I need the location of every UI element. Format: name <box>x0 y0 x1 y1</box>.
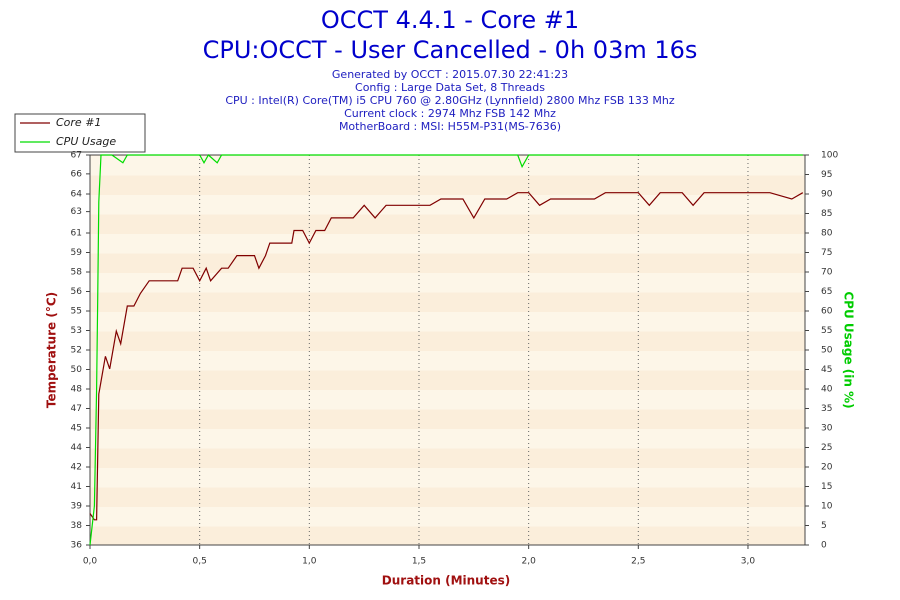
x-tick-label: 0,5 <box>192 557 206 567</box>
series-line <box>89 154 803 546</box>
y-tick-label: 59 <box>71 248 83 258</box>
plot-area <box>90 155 805 545</box>
y-tick-label: 66 <box>71 169 83 179</box>
chart-title: OCCT 4.4.1 - Core #1 <box>321 6 579 34</box>
y-tick-label: 63 <box>71 207 82 217</box>
chart-subtitle: CPU:OCCT - User Cancelled - 0h 03m 16s <box>203 36 698 64</box>
y2-tick-label: 5 <box>821 521 827 531</box>
y2-tick-label: 95 <box>821 170 832 180</box>
y-axis-title: Temperature (°C) <box>45 292 59 408</box>
series-line <box>89 192 804 521</box>
y-tick-label: 47 <box>71 404 82 414</box>
y2-tick-label: 100 <box>821 151 838 161</box>
y2-tick-label: 70 <box>821 268 833 278</box>
y2-tick-label: 35 <box>821 404 832 414</box>
y-tick-label: 38 <box>71 521 83 531</box>
info-line: MotherBoard : MSI: H55M-P31(MS-7636) <box>339 120 561 133</box>
x-tick-label: 1,5 <box>412 557 426 567</box>
y2-tick-label: 0 <box>821 541 827 551</box>
info-line: Config : Large Data Set, 8 Threads <box>355 81 545 94</box>
x-tick-label: 1,0 <box>302 557 317 567</box>
y-tick-label: 53 <box>71 326 82 336</box>
y-tick-label: 58 <box>71 268 83 278</box>
info-line: Generated by OCCT : 2015.07.30 22:41:23 <box>332 68 568 81</box>
y-tick-label: 55 <box>71 307 82 317</box>
y2-tick-label: 20 <box>821 463 833 473</box>
y-tick-label: 64 <box>71 190 83 200</box>
y2-axis-title: CPU Usage (in %) <box>842 291 856 408</box>
y2-tick-label: 55 <box>821 326 832 336</box>
x-axis-title: Duration (Minutes) <box>382 574 510 588</box>
x-tick-label: 2,0 <box>521 557 536 567</box>
y-tick-label: 39 <box>71 502 83 512</box>
y2-tick-label: 50 <box>821 346 833 356</box>
info-line: Current clock : 2974 Mhz FSB 142 Mhz <box>344 107 556 120</box>
y2-tick-label: 75 <box>821 248 832 258</box>
y2-tick-label: 85 <box>821 209 832 219</box>
y2-tick-label: 90 <box>821 190 833 200</box>
y2-tick-label: 40 <box>821 385 833 395</box>
y-tick-label: 61 <box>71 229 82 239</box>
y2-tick-label: 60 <box>821 307 833 317</box>
y-tick-label: 45 <box>71 424 82 434</box>
x-tick-label: 0,0 <box>83 557 98 567</box>
y2-tick-label: 25 <box>821 443 832 453</box>
y2-tick-label: 80 <box>821 229 833 239</box>
legend-label: CPU Usage <box>56 135 116 148</box>
y2-tick-label: 15 <box>821 482 832 492</box>
info-line: CPU : Intel(R) Core(TM) i5 CPU 760 @ 2.8… <box>225 94 675 107</box>
y2-tick-label: 30 <box>821 424 833 434</box>
legend-label: Core #1 <box>56 116 101 129</box>
y-tick-label: 41 <box>71 482 82 492</box>
y-tick-label: 36 <box>71 541 83 551</box>
x-tick-label: 2,5 <box>631 557 645 567</box>
y-tick-label: 42 <box>71 463 82 473</box>
y-tick-label: 67 <box>71 151 82 161</box>
y-tick-label: 52 <box>71 346 82 356</box>
y-tick-label: 50 <box>71 365 83 375</box>
y2-tick-label: 10 <box>821 502 833 512</box>
legend <box>14 113 146 153</box>
y2-tick-label: 65 <box>821 287 832 297</box>
x-tick-label: 3,0 <box>741 557 756 567</box>
y-tick-label: 44 <box>71 443 83 453</box>
y-tick-label: 48 <box>71 385 83 395</box>
y2-tick-label: 45 <box>821 365 832 375</box>
y-tick-label: 56 <box>71 287 83 297</box>
